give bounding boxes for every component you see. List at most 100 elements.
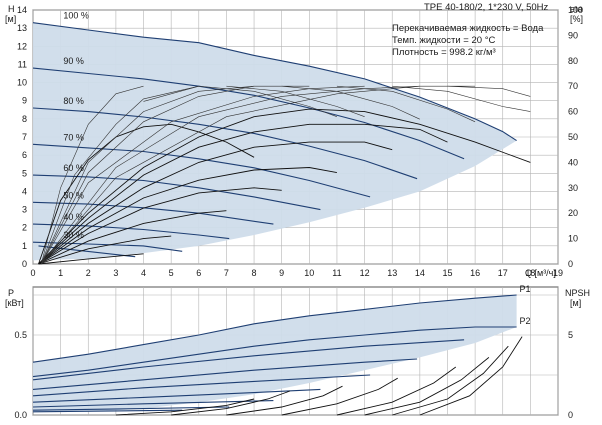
efficiency-curve [38,187,282,265]
npsh-curve [336,366,457,416]
head-curve-label: 80 % [63,96,84,106]
efficiency-iso-curve [447,85,531,97]
power-curve [32,406,230,411]
x-axis-title: Q [м³/ч] [525,268,556,278]
npsh-curve [115,398,255,416]
x-tick-label: 7 [224,268,229,278]
head-curve [32,67,465,160]
head-curve-label: 100 % [63,11,89,21]
efficiency-iso-curve [392,85,531,112]
head-curve-label: 50 % [63,190,84,200]
x-tick-label: 9 [279,268,284,278]
y-tick-label: 13 [17,23,27,33]
efficiency-iso-curve [41,85,476,265]
temperature-label: Темп. жидкости = 20 °C [392,35,495,46]
efficiency-curve [38,210,227,265]
x-tick-label: 17 [498,268,508,278]
y-right-tick-label: 90 [568,30,578,40]
efficiency-curve [38,123,448,265]
y-right-tick-label: 70 [568,81,578,91]
x-tick-label: 16 [470,268,480,278]
npsh-curve [419,336,523,416]
y-tick-label: 4 [22,186,27,196]
head-curve-label: 40 % [63,212,84,222]
y-right-tick-label: 100 [568,5,583,15]
y-axis-title: H [8,4,15,14]
x-tick-label: 4 [141,268,146,278]
power-curve [32,294,517,363]
y-tick-label: 5 [22,168,27,178]
power-curve-label: P2 [520,316,531,326]
efficiency-iso-curve [41,85,199,265]
x-tick-label: 2 [86,268,91,278]
info-box: TPE 40-180/2, 1*230 V, 50Hz Перекачиваем… [392,2,549,58]
y-axis-unit: [м] [5,14,16,24]
efficiency-curve [38,141,393,265]
efficiency-curve [38,253,144,265]
head-curve-label: 90 % [63,56,84,66]
y-tick-label: 3 [22,205,27,215]
efficiency-iso-curve [336,85,476,123]
y-tick-label: 0.5 [14,330,27,340]
x-tick-label: 12 [360,268,370,278]
x-tick-label: 13 [387,268,397,278]
operating-area [33,22,517,412]
efficiency-iso-curve [41,85,310,265]
density-label: Плотность = 998.2 кг/м³ [392,47,496,58]
power-curve [32,339,465,381]
efficiency-iso-curve [41,85,420,265]
y-axis-unit-power: [кВт] [5,298,24,308]
x-tick-label: 19 [553,268,563,278]
y-tick-label: 12 [17,41,27,51]
y-tick-label: 1 [22,241,27,251]
efficiency-curve [38,235,172,265]
npsh-curve [281,377,398,416]
y-tick-label: 10 [17,78,27,88]
head-curve [32,223,230,240]
npsh-curve [226,385,343,416]
efficiency-iso-curve [41,85,144,265]
head-curve [32,107,418,180]
x-tick-label: 5 [169,268,174,278]
y-right-tick-label: 50 [568,132,578,142]
y-right-tick-label: 10 [568,234,578,244]
efficiency-iso-curve [143,85,338,117]
head-curve-label: 70 % [63,132,84,142]
power-curve [32,374,371,397]
y-right-tick-label: 0 [568,410,573,420]
x-tick-label: 6 [196,268,201,278]
npsh-curve [364,357,490,416]
head-curve [32,174,321,211]
x-tick-label: 1 [58,268,63,278]
x-tick-label: 11 [332,268,341,278]
power-curve [32,326,517,378]
head-curve [32,143,371,198]
npsh-curve [171,390,291,416]
y-tick-label: 8 [22,114,27,124]
efficiency-iso-curve [281,85,420,120]
y-axis-title-power: P [8,288,14,298]
head-curve-label: 60 % [63,163,84,173]
liquid-label: Перекачиваемая жидкость = Вода [392,23,544,34]
y-right-tick-label: 80 [568,56,578,66]
y-right-tick-label: 20 [568,208,578,218]
y-right-tick-label: 5 [568,330,573,340]
x-tick-label: 14 [415,268,425,278]
y-tick-label: 0 [22,259,27,269]
y-right-tick-label: 0 [568,259,573,269]
y-right-axis-title-npsh: NPSH [565,288,590,298]
npsh-curve [392,345,509,416]
operating-area-fill-0 [33,22,517,261]
y-tick-label: 11 [18,59,27,69]
efficiency-iso-curve [41,85,255,265]
y-right-axis-unit-npsh: [м] [570,298,581,308]
power-curve [32,388,321,403]
head-curve-label: 30 % [63,230,84,240]
efficiency-iso-curve [41,85,365,265]
head-curve [32,22,517,142]
y-right-axis-unit: [%] [570,14,583,24]
y-right-tick-label: 60 [568,107,578,117]
y-right-tick-label: 30 [568,183,578,193]
power-curve [32,400,274,408]
y-tick-label: 0.0 [14,410,27,420]
